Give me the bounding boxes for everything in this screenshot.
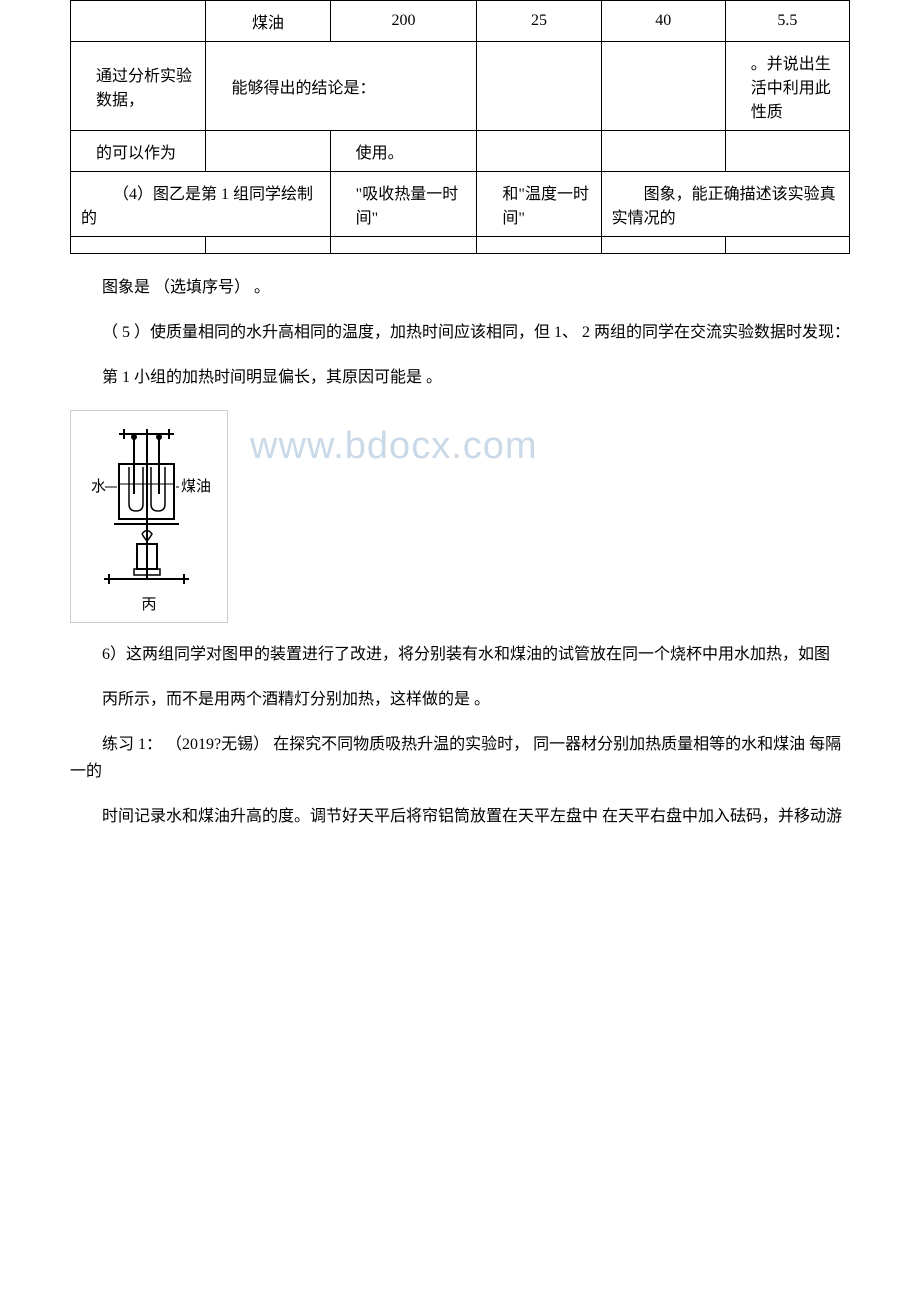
cell [725, 237, 849, 254]
cell: 和"温度一时间" [477, 172, 601, 237]
cell: 200 [330, 1, 477, 42]
cell: （4）图乙是第 1 组同学绘制的 [71, 172, 331, 237]
cell: "吸收热量一时间" [330, 172, 477, 237]
label-oil: 煤油 [181, 478, 211, 495]
cell [477, 237, 601, 254]
paragraph: 图象是 （选填序号） 。 [70, 274, 850, 301]
cell [725, 131, 849, 172]
cell [477, 42, 601, 131]
table-row: （4）图乙是第 1 组同学绘制的 "吸收热量一时间" 和"温度一时间" 图象，能… [71, 172, 850, 237]
cell [477, 131, 601, 172]
experiment-diagram: 水 煤油 丙 [70, 410, 228, 623]
apparatus-icon: 水 煤油 [79, 419, 219, 589]
cell: 40 [601, 1, 725, 42]
cell: 的可以作为 [71, 131, 206, 172]
diagram-caption: 丙 [79, 593, 219, 614]
table-row: 的可以作为 使用。 [71, 131, 850, 172]
cell [601, 237, 725, 254]
table-row: 通过分析实验数据， 能够得出的结论是： 。并说出生活中利用此性质 [71, 42, 850, 131]
cell: 。并说出生活中利用此性质 [725, 42, 849, 131]
cell [206, 237, 330, 254]
cell: 能够得出的结论是： [206, 42, 477, 131]
paragraph: （ 5 ）使质量相同的水升高相同的温度，加热时间应该相同，但 1、 2 两组的同… [70, 319, 850, 346]
table-row: 煤油 200 25 40 5.5 [71, 1, 850, 42]
cell [206, 131, 330, 172]
cell: 图象，能正确描述该实验真实情况的 [601, 172, 849, 237]
paragraph: 6）这两组同学对图甲的装置进行了改进，将分别装有水和煤油的试管放在同一个烧杯中用… [70, 641, 850, 668]
cell: 使用。 [330, 131, 477, 172]
diagram-container: www.bdocx.com [70, 410, 850, 623]
cell: 通过分析实验数据， [71, 42, 206, 131]
cell: 5.5 [725, 1, 849, 42]
paragraph: 丙所示，而不是用两个酒精灯分别加热，这样做的是 。 [70, 686, 850, 713]
cell [330, 237, 477, 254]
paragraph: 练习 1： （2019?无锡） 在探究不同物质吸热升温的实验时， 同一器材分别加… [70, 731, 850, 785]
paragraph: 时间记录水和煤油升高的度。调节好天平后将帘铝筒放置在天平左盘中 在天平右盘中加入… [70, 803, 850, 830]
cell: 煤油 [206, 1, 330, 42]
data-table: 煤油 200 25 40 5.5 通过分析实验数据， 能够得出的结论是： 。并说… [70, 0, 850, 254]
cell [71, 237, 206, 254]
label-water: 水 [91, 478, 106, 495]
cell [601, 42, 725, 131]
cell [71, 1, 206, 42]
paragraph: 第 1 小组的加热时间明显偏长，其原因可能是 。 [70, 364, 850, 391]
watermark-text: www.bdocx.com [250, 425, 538, 468]
cell [601, 131, 725, 172]
cell: 25 [477, 1, 601, 42]
table-row [71, 237, 850, 254]
document-page: 煤油 200 25 40 5.5 通过分析实验数据， 能够得出的结论是： 。并说… [0, 0, 920, 831]
